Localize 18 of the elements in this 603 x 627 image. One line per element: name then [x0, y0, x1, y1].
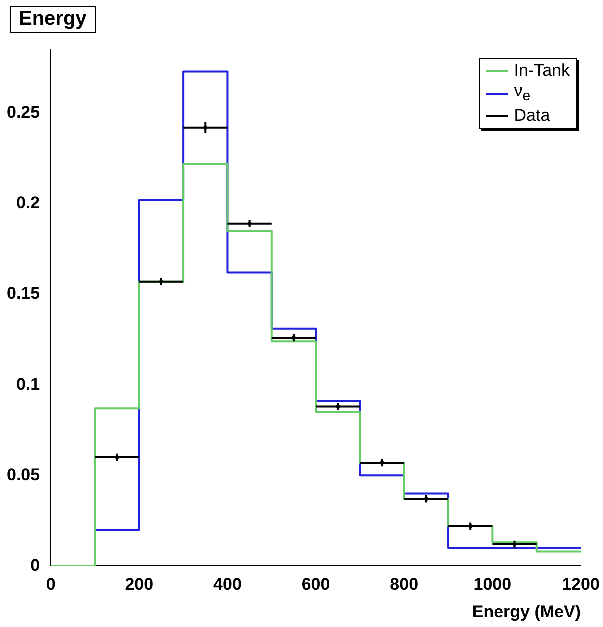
x-tick-label: 800	[390, 575, 419, 594]
x-tick-label: 1000	[474, 575, 512, 594]
y-tick-label: 0.15	[6, 284, 40, 304]
y-tick-label: 0.2	[16, 194, 40, 213]
x-tick-label: 0	[46, 575, 56, 594]
x-axis-title: Energy (MeV)	[472, 602, 581, 622]
legend-label: Data	[514, 106, 550, 126]
legend-label: ν$_{e}$	[514, 81, 531, 106]
y-tick-label: 0.05	[6, 465, 40, 484]
x-tick-label: 1200	[562, 575, 600, 594]
x-tick-label: 200	[125, 575, 154, 594]
y-tick-label: 0.1	[16, 374, 40, 394]
legend-label: In-Tank	[514, 61, 570, 81]
y-tick-label: 0	[30, 556, 40, 575]
y-tick-label: 0.25	[6, 103, 40, 122]
x-tick-label: 600	[302, 575, 330, 594]
chart-title: Energy	[10, 6, 96, 33]
x-tick-label: 400	[214, 575, 242, 594]
